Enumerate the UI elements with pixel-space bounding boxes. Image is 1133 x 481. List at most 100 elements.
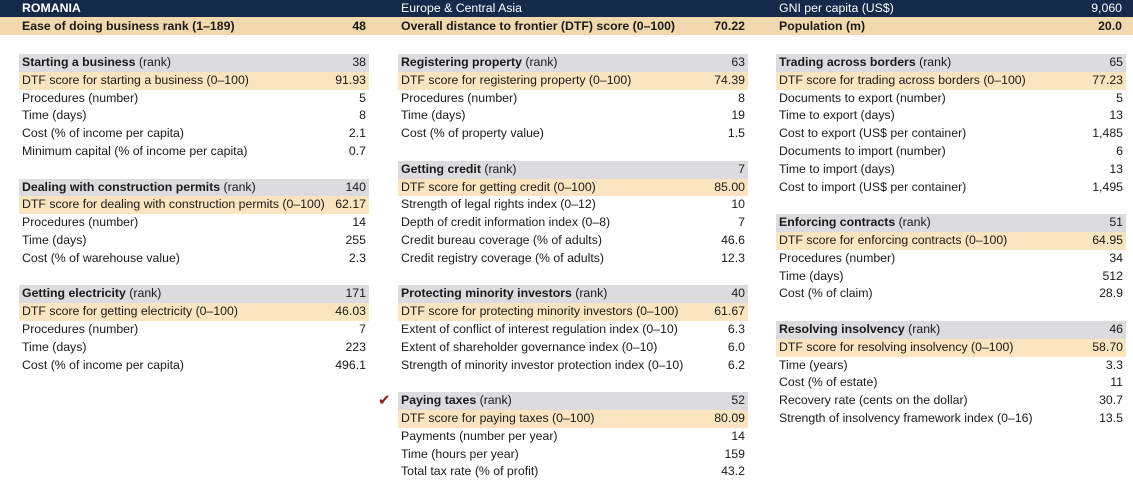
indicator-row: Documents to export (number) 5 <box>776 90 1126 108</box>
section-header: Registering property (rank) 63 <box>398 54 748 72</box>
section-rank: 171 <box>345 286 366 301</box>
indicator-label: Cost (% of income per capita) <box>22 357 184 372</box>
section-title: Resolving insolvency (rank) <box>779 321 940 339</box>
indicator-value: 46.6 <box>721 232 745 247</box>
indicator-row: Time (years) 3.3 <box>776 357 1126 375</box>
indicator-value: 2.1 <box>348 126 366 141</box>
dtf-score-row: DTF score for protecting minority invest… <box>398 303 748 321</box>
indicator-value: 6 <box>1116 143 1123 158</box>
indicator-label: Cost to export (US$ per container) <box>779 126 967 141</box>
indicator-value: 46.03 <box>335 304 366 319</box>
indicator-value: 2.3 <box>348 250 366 265</box>
indicator-row: Strength of insolvency framework index (… <box>776 410 1126 428</box>
indicator-label: Procedures (number) <box>779 250 896 265</box>
indicator-label: Time to import (days) <box>779 161 895 176</box>
dtf-score-row: DTF score for registering property (0–10… <box>398 71 748 90</box>
indicator-value: 64.95 <box>1092 232 1123 247</box>
section-name: Enforcing contracts <box>779 215 896 230</box>
dtf-score-row: DTF score for dealing with construction … <box>19 196 369 215</box>
indicator-value: 30.7 <box>1099 393 1123 408</box>
indicator-row: Cost to export (US$ per container) 1,485 <box>776 125 1126 143</box>
section-title: Protecting minority investors (rank) <box>401 285 607 303</box>
rank-suffix: (rank) <box>915 55 952 69</box>
section-title: Enforcing contracts (rank) <box>779 214 931 232</box>
indicator-label: DTF score for paying taxes (0–100) <box>401 410 595 425</box>
indicator-row: Time to export (days) 13 <box>776 107 1126 125</box>
section-name: Trading across borders <box>779 55 916 69</box>
section-spacer <box>398 143 748 161</box>
summary-bar: Ease of doing business rank (1–189) 48 O… <box>0 17 1133 35</box>
indicator-label: Procedures (number) <box>22 90 139 105</box>
section-rank: 51 <box>1109 215 1123 230</box>
indicator-value: 223 <box>345 339 366 354</box>
rank-suffix: (rank) <box>521 55 558 69</box>
indicator-value: 19 <box>731 108 745 123</box>
indicator-label: DTF score for getting credit (0–100) <box>401 179 596 194</box>
indicator-row: Procedures (number) 7 <box>19 321 369 339</box>
rank-suffix: (rank) <box>904 321 941 336</box>
indicator-label: Time (hours per year) <box>401 446 519 461</box>
indicator-column-2: Registering property (rank) 63 DTF score f… <box>378 54 748 481</box>
indicator-label: DTF score for registering property (0–10… <box>401 72 632 87</box>
section-spacer <box>398 268 748 286</box>
indicator-row: Time (days) 512 <box>776 268 1126 286</box>
indicator-label: Documents to import (number) <box>779 143 946 158</box>
indicator-row: Time (days) 8 <box>19 107 369 125</box>
section-rank: 46 <box>1109 321 1123 336</box>
header-bar: ROMANIA Europe & Central Asia GNI per ca… <box>0 0 1133 17</box>
indicator-label: Extent of conflict of interest regulatio… <box>401 321 678 336</box>
indicator-label: Minimum capital (% of income per capita) <box>22 143 248 158</box>
indicator-label: Extent of shareholder governance index (… <box>401 339 658 354</box>
indicator-row: Documents to import (number) 6 <box>776 143 1126 161</box>
indicator-label: DTF score for enforcing contracts (0–100… <box>779 232 1008 247</box>
indicator-row: Procedures (number) 8 <box>398 90 748 108</box>
indicator-value: 5 <box>1116 90 1123 105</box>
section-rank: 7 <box>738 161 745 176</box>
section-title: Registering property (rank) <box>401 54 557 72</box>
indicator-value: 8 <box>359 108 366 123</box>
indicator-value: 8 <box>738 90 745 105</box>
indicator-value: 10 <box>731 197 745 212</box>
section-name: Protecting minority investors <box>401 286 572 301</box>
dtf-score-row: DTF score for getting credit (0–100) 85.0… <box>398 178 748 197</box>
indicator-row: Extent of shareholder governance index (… <box>398 339 748 357</box>
indicator-label: Cost (% of warehouse value) <box>22 250 180 265</box>
indicator-value: 11 <box>1110 375 1123 390</box>
section-header: Getting credit (rank) 7 <box>398 160 748 179</box>
indicator-label: Procedures (number) <box>22 215 139 230</box>
section-title: Trading across borders (rank) <box>779 54 951 72</box>
section-title: Getting electricity (rank) <box>22 285 161 303</box>
dtf-score-row: DTF score for starting a business (0–100… <box>19 71 369 90</box>
indicator-label: Recovery rate (cents on the dollar) <box>779 393 968 408</box>
indicator-value: 6.0 <box>727 339 745 354</box>
rank-suffix: (rank) <box>476 393 512 408</box>
section-spacer <box>776 303 1126 321</box>
section-header: Paying taxes (rank) 52 ✔ <box>378 392 748 410</box>
indicator-value: 85.00 <box>714 179 745 194</box>
indicator-column-3: Trading across borders (rank) 65 DTF score… <box>776 54 1126 428</box>
rank-suffix: (rank) <box>220 179 256 194</box>
indicator-label: Strength of insolvency framework index (… <box>779 410 1033 425</box>
indicator-label: Procedures (number) <box>22 321 139 336</box>
indicator-value: 1.5 <box>727 126 745 141</box>
indicator-row: Cost (% of property value) 1.5 <box>398 125 748 143</box>
indicator-value: 77.23 <box>1092 72 1123 87</box>
dtf-score-row: DTF score for getting electricity (0–100… <box>19 303 369 321</box>
indicator-label: DTF score for starting a business (0–100… <box>22 72 249 87</box>
indicator-row: Recovery rate (cents on the dollar) 30.7 <box>776 392 1126 410</box>
dtf-score-row: DTF score for enforcing contracts (0–100… <box>776 231 1126 250</box>
rank-suffix: (rank) <box>135 55 171 69</box>
indicator-row: Credit registry coverage (% of adults) 12… <box>398 250 748 268</box>
indicator-row: Extent of conflict of interest regulatio… <box>398 321 748 339</box>
section-name: Dealing with construction permits <box>22 179 221 194</box>
section-spacer <box>19 161 369 179</box>
section-header: Getting electricity (rank) 171 <box>19 285 369 304</box>
indicator-value: 159 <box>724 446 745 461</box>
indicator-row: Time (days) 19 <box>398 107 748 125</box>
indicator-row: Cost (% of estate) 11 <box>776 374 1126 392</box>
dtf-score-row: DTF score for trading across borders (0–… <box>776 71 1126 90</box>
indicator-row: Cost to import (US$ per container) 1,495 <box>776 179 1126 197</box>
indicator-value: 43.2 <box>721 464 745 479</box>
indicator-value: 3.3 <box>1105 357 1123 372</box>
indicator-value: 61.67 <box>714 304 745 319</box>
